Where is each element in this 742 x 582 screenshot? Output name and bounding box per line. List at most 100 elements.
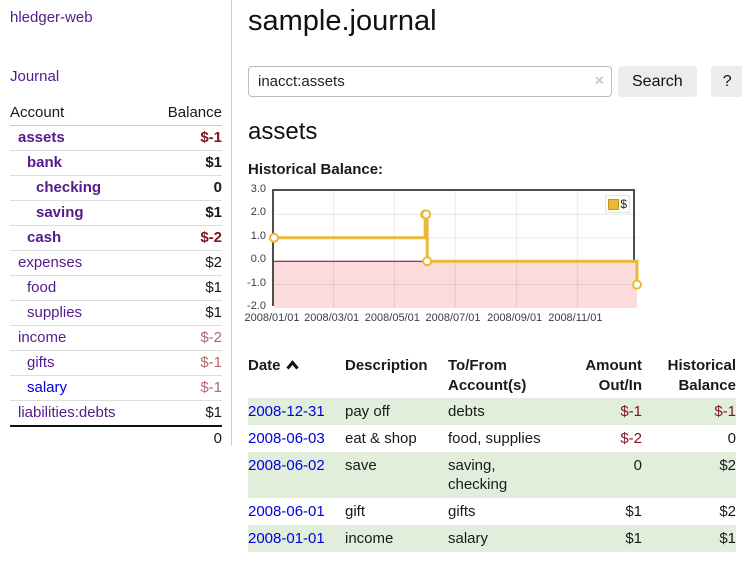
table-row: 2008-01-01 income salary $1 $1 (248, 525, 736, 552)
account-balance: $1 (150, 300, 222, 326)
account-balance: $2 (150, 250, 222, 276)
chart-canvas (269, 191, 642, 308)
y-axis-label: 3.0 (250, 183, 266, 195)
account-link[interactable]: cash (27, 229, 62, 246)
chart-legend: $ (605, 195, 630, 213)
account-link[interactable]: income (18, 329, 67, 346)
chart-plot-area: $ (269, 189, 642, 308)
sidebar: hledger-web Journal Account Balance asse… (0, 0, 232, 451)
table-row: 2008-06-01 gift gifts $1 $2 (248, 498, 736, 525)
account-row: cash $-2 (10, 225, 222, 251)
account-row: bank $1 (10, 150, 222, 176)
row-description: income (345, 530, 394, 547)
legend-swatch-icon (608, 198, 620, 210)
x-axis-label: 2008/03/01 (304, 312, 360, 324)
date-link[interactable]: 2008-06-03 (248, 430, 325, 447)
row-description: pay off (345, 403, 390, 420)
row-balance: 0 (727, 430, 736, 447)
search-bar: × Search ? (248, 66, 742, 97)
account-row: expenses $2 (10, 250, 222, 276)
main-content: sample.journal × Search ? assets Histori… (232, 0, 742, 552)
account-link[interactable]: bank (27, 154, 63, 171)
legend-label: $ (620, 197, 627, 211)
account-row: saving $1 (10, 200, 222, 226)
row-balance: $-1 (714, 403, 736, 420)
account-balance: $1 (150, 400, 222, 427)
x-axis-label: 2008/01/01 (244, 312, 300, 324)
register-col-label: Amount Out/In (585, 357, 642, 394)
row-accounts: debts (448, 403, 485, 420)
x-axis-label: 2008/09/01 (487, 312, 543, 324)
register-col-header-historical: Historical Balance (642, 354, 736, 398)
account-link[interactable]: checking (36, 179, 102, 196)
row-accounts: food, supplies (448, 430, 541, 447)
account-balance: $1 (150, 275, 222, 301)
brand-link[interactable]: hledger-web (10, 9, 93, 26)
row-amount: $-1 (620, 403, 642, 420)
account-link[interactable]: saving (36, 204, 84, 221)
row-description: eat & shop (345, 430, 417, 447)
account-heading: assets (248, 118, 318, 145)
x-axis-label: 2008/07/01 (425, 312, 481, 324)
date-link[interactable]: 2008-06-02 (248, 457, 325, 474)
date-link[interactable]: 2008-12-31 (248, 403, 325, 420)
account-link[interactable]: food (27, 279, 57, 296)
chart-title: Historical Balance: (248, 161, 384, 178)
register-col-header-date[interactable]: Date (248, 354, 345, 398)
account-balance: 0 (150, 175, 222, 201)
date-link[interactable]: 2008-01-01 (248, 530, 325, 547)
account-link[interactable]: liabilities:debts (18, 404, 116, 421)
account-link[interactable]: gifts (27, 354, 55, 371)
row-description: gift (345, 503, 366, 520)
y-axis-label: 2.0 (250, 206, 266, 219)
row-accounts: saving, checking (448, 457, 508, 493)
search-input[interactable] (248, 66, 612, 97)
row-amount: $-2 (620, 430, 642, 447)
y-axis-label: 0.0 (250, 253, 266, 266)
account-row: assets $-1 (10, 125, 222, 151)
sidebar-item-journal[interactable]: Journal (10, 68, 60, 85)
register-col-header-description: Description (345, 354, 448, 398)
row-balance: $2 (719, 503, 736, 520)
row-accounts: gifts (448, 503, 476, 520)
account-balance: $-2 (150, 225, 222, 251)
account-link[interactable]: expenses (18, 254, 83, 271)
search-button[interactable]: Search (618, 66, 697, 97)
account-row: supplies $1 (10, 300, 222, 326)
accounts-total-row: 0 (10, 425, 222, 451)
register-col-header-to: To/From Account(s) (448, 354, 558, 398)
register-col-label: To/From Account(s) (448, 357, 527, 394)
register-col-label: Date (248, 357, 281, 374)
row-accounts: salary (448, 530, 489, 547)
account-row: liabilities:debts $1 (10, 400, 222, 427)
page-title: sample.journal (248, 5, 437, 37)
account-row: salary $-1 (10, 375, 222, 401)
account-balance: $-1 (150, 125, 222, 151)
accounts-header-balance: Balance (150, 101, 222, 126)
account-balance: $-1 (150, 350, 222, 376)
row-balance: $1 (719, 530, 736, 547)
account-row: food $1 (10, 275, 222, 301)
register-col-header-amount: Amount Out/In (558, 354, 642, 398)
accounts-table: Account Balance assets $-1 bank $1 checking 0… (10, 101, 222, 451)
row-balance: $2 (719, 457, 736, 474)
accounts-total-value: 0 (150, 425, 222, 451)
register-col-label: Description (345, 357, 428, 374)
account-link[interactable]: salary (27, 379, 68, 396)
y-axis-label: -1.0 (247, 276, 266, 289)
sort-ascending-icon (285, 360, 299, 370)
help-button[interactable]: ? (710, 66, 742, 97)
account-balance: $-1 (150, 375, 222, 401)
account-row: income $-2 (10, 325, 222, 351)
account-link[interactable]: assets (18, 129, 65, 146)
table-row: 2008-06-02 save saving, checking 0 $2 (248, 452, 736, 498)
x-axis-label: 2008/11/01 (548, 312, 603, 324)
historical-balance-chart: $ 3.0 2.0 1.0 0.0 -1.0 -2.0 2008/01/01 2008/03/… (244, 183, 642, 324)
clear-search-icon[interactable]: × (594, 71, 604, 89)
accounts-header-account: Account (10, 101, 151, 126)
date-link[interactable]: 2008-06-01 (248, 503, 325, 520)
row-description: save (345, 457, 377, 474)
account-link[interactable]: supplies (27, 304, 83, 321)
account-row: gifts $-1 (10, 350, 222, 376)
